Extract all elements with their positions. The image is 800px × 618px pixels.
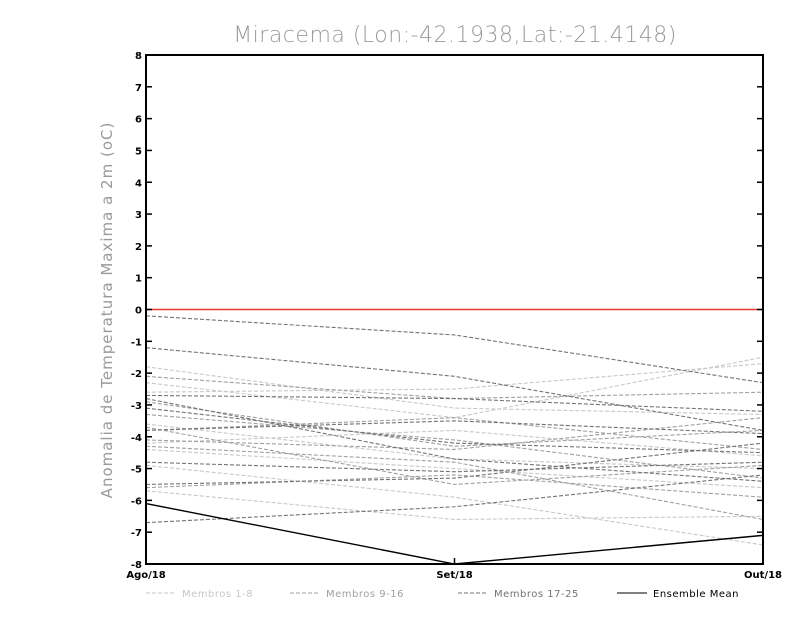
- member-line-5: [145, 464, 764, 546]
- member-line-20: [145, 407, 764, 454]
- x-axis-ticks: Ago/18 Set/18 Out/18: [126, 558, 782, 581]
- y-tick-label: -1: [131, 337, 142, 348]
- member-line-11: [145, 445, 764, 521]
- legend: Membros 1-8 Membros 9-16 Membros 17-25 Ense…: [146, 589, 739, 600]
- member-line-12: [145, 401, 764, 447]
- y-tick-label: -5: [131, 465, 142, 476]
- y-tick-label: 5: [135, 146, 142, 157]
- y-tick-label: -8: [131, 560, 142, 571]
- member-line-25: [145, 398, 764, 482]
- legend-label: Ensemble Mean: [653, 589, 739, 600]
- member-line-10: [145, 417, 764, 451]
- member-line-24: [145, 474, 764, 524]
- member-line-18: [145, 347, 764, 431]
- member-line-7: [145, 448, 764, 489]
- x-tick-label: Out/18: [744, 570, 782, 581]
- y-tick-label: 2: [135, 242, 142, 253]
- y-tick-label: -4: [131, 433, 142, 444]
- member-line-19: [145, 394, 764, 412]
- y-tick-label: -6: [131, 496, 142, 507]
- y-tick-label: 3: [135, 210, 142, 221]
- y-tick-label: 4: [135, 178, 142, 189]
- member-line-2: [145, 363, 764, 393]
- chart-title: Miracema (Lon:-42.1938,Lat:-21.4148): [233, 23, 677, 48]
- legend-label: Membros 17-25: [494, 589, 579, 600]
- member-line-17: [145, 315, 764, 384]
- y-tick-label: -2: [131, 369, 142, 380]
- member-line-16: [145, 426, 764, 486]
- y-axis-label: Anomalia de Temperatura Maxima a 2m (oC): [98, 122, 116, 499]
- ensemble-mean-line: [145, 502, 764, 565]
- member-line-13: [145, 413, 764, 479]
- y-tick-label: 7: [135, 83, 142, 94]
- member-line-1: [145, 356, 764, 419]
- y-tick-label: 1: [135, 274, 142, 285]
- member-line-3: [145, 429, 764, 457]
- y-tick-label: 8: [135, 51, 142, 62]
- x-tick-label: Set/18: [436, 570, 472, 581]
- series-layer: [145, 315, 764, 565]
- x-tick-label: Ago/18: [126, 570, 165, 581]
- y-axis-ticks: -8 -7 -6 -5 -4 -3 -2 -1 0 1 2 3 4 5 6 7 8: [131, 51, 763, 571]
- member-line-4: [145, 490, 764, 521]
- y-tick-label: 0: [135, 306, 142, 317]
- member-line-14: [145, 417, 764, 451]
- member-line-23: [145, 442, 764, 486]
- y-tick-label: -7: [131, 528, 142, 539]
- legend-label: Membros 9-16: [326, 589, 404, 600]
- member-line-15: [145, 474, 764, 498]
- legend-label: Membros 1-8: [182, 589, 253, 600]
- member-line-22: [145, 461, 764, 473]
- y-tick-label: -3: [131, 401, 142, 412]
- member-line-21: [145, 420, 764, 435]
- y-tick-label: 6: [135, 115, 142, 126]
